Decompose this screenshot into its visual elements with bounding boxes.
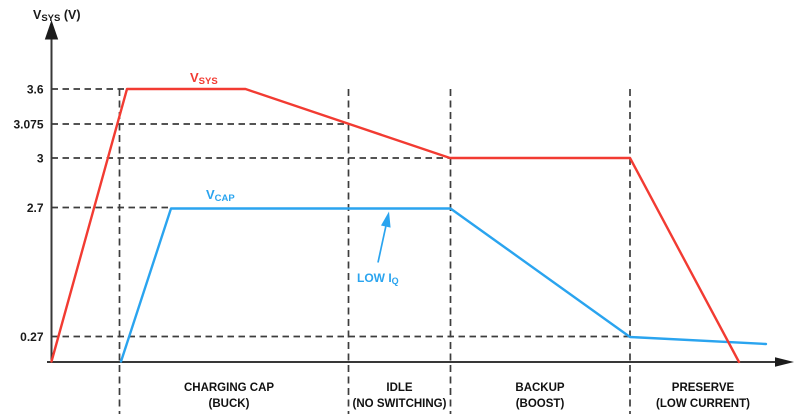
svg-text:(NO SWITCHING): (NO SWITCHING) xyxy=(353,398,447,410)
svg-text:BACKUP: BACKUP xyxy=(515,382,565,394)
svg-text:CHARGING CAP: CHARGING CAP xyxy=(184,382,274,394)
svg-text:3: 3 xyxy=(37,152,44,166)
svg-text:(BUCK): (BUCK) xyxy=(209,398,250,410)
svg-text:0.27: 0.27 xyxy=(20,330,44,344)
svg-text:(LOW CURRENT): (LOW CURRENT) xyxy=(656,398,750,410)
svg-text:PRESERVE: PRESERVE xyxy=(672,382,735,394)
svg-text:IDLE: IDLE xyxy=(386,382,413,394)
svg-text:3.075: 3.075 xyxy=(13,118,43,132)
svg-text:3.6: 3.6 xyxy=(27,83,44,97)
svg-text:(BOOST): (BOOST) xyxy=(516,398,565,410)
svg-text:2.7: 2.7 xyxy=(27,201,44,215)
svg-text:LOW IQ: LOW IQ xyxy=(357,271,399,286)
